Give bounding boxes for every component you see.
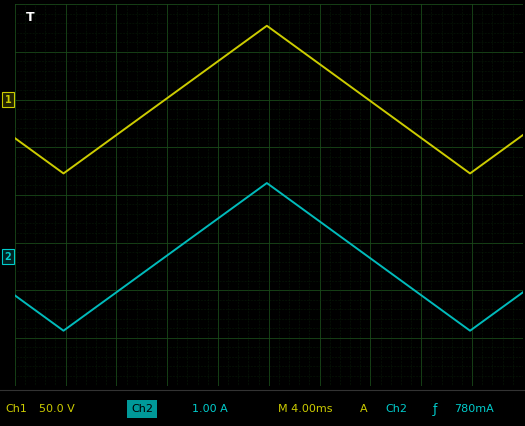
Text: M 4.00ms: M 4.00ms (278, 404, 333, 414)
Text: 780mA: 780mA (454, 404, 494, 414)
Text: 50.0 V: 50.0 V (39, 404, 75, 414)
Text: ƒ: ƒ (433, 403, 438, 416)
Text: Ch2: Ch2 (386, 404, 408, 414)
Text: Ch1: Ch1 (5, 404, 27, 414)
Text: 1: 1 (5, 95, 11, 104)
Text: 1.00 A: 1.00 A (192, 404, 227, 414)
Text: Ch2: Ch2 (131, 404, 153, 414)
Text: 2: 2 (5, 252, 11, 262)
Text: A: A (360, 404, 367, 414)
Text: T: T (26, 11, 35, 23)
